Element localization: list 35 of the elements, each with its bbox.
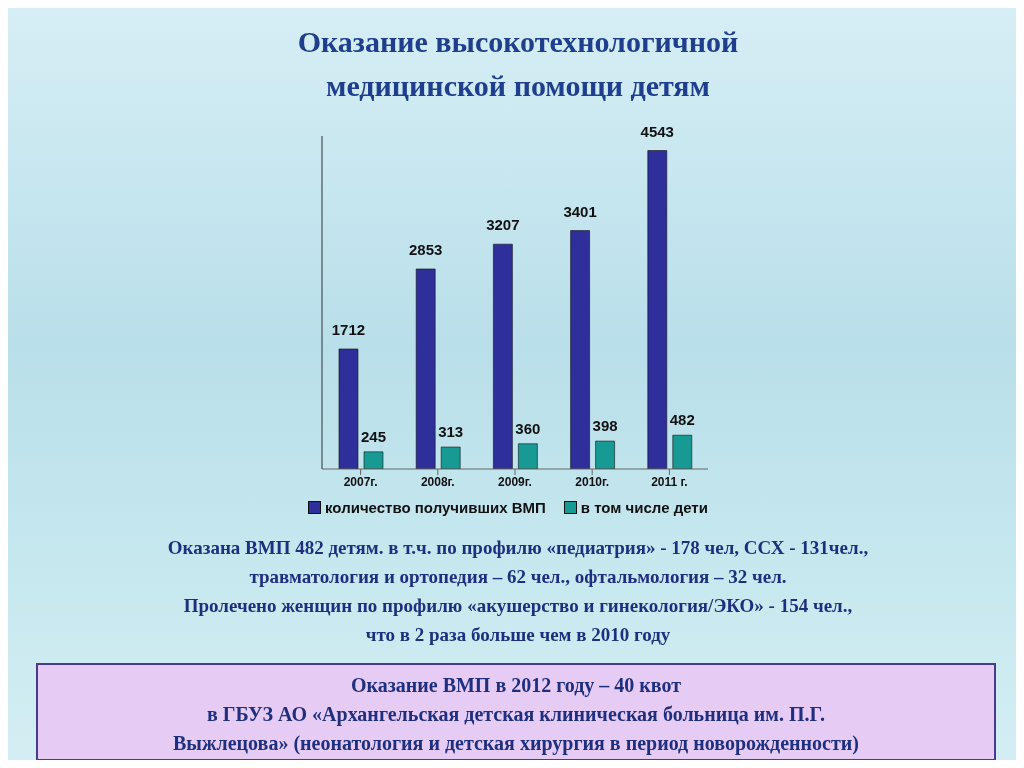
legend-label: количество получивших ВМП — [325, 499, 546, 516]
data-label: 3401 — [563, 202, 597, 220]
text: травматология и ортопедия – 62 чел., офтальмология – 32 чел. — [248, 565, 788, 589]
bar — [415, 268, 436, 469]
data-label: 3207 — [486, 216, 520, 234]
bar — [570, 230, 590, 469]
bar — [338, 348, 359, 469]
text: в ГБУЗ АО «Архангельская детская клиническая больница им. П.Г. — [206, 702, 826, 728]
bar — [518, 443, 538, 469]
data-label: 4543 — [640, 122, 674, 140]
text: что в 2 раза больше чем в 2010 году — [364, 623, 672, 647]
text: Оказание ВМП в 2012 году – 40 квот — [349, 673, 683, 699]
x-tick-label: 2010г. — [575, 474, 610, 489]
x-tick-label: 2008г. — [420, 474, 455, 489]
x-tick-label: 2011 г. — [651, 474, 688, 489]
bar — [493, 243, 513, 469]
bar — [647, 150, 668, 469]
text: Пролечено женщин по профилю «акушерство и гинекология/ЭКО» - 154 чел., — [182, 594, 854, 618]
bar — [440, 446, 461, 469]
chart-title: Оказание высокотехнологичной медицинской помощи детям — [296, 24, 740, 104]
text: Выжлецова» (неонатология и детская хирургия в период новорожденности) — [172, 731, 860, 757]
text: Оказана ВМП 482 детям. в т.ч. по профилю «педиатрия» - 178 чел, ССХ - 131чел., — [166, 536, 870, 560]
data-label: 482 — [669, 411, 695, 429]
x-tick-label: 2009г. — [498, 474, 532, 489]
data-label: 313 — [438, 423, 464, 441]
x-tick-label: 2007г. — [343, 474, 378, 489]
data-label: 398 — [592, 417, 618, 435]
bar — [672, 434, 693, 469]
bar — [595, 440, 615, 469]
data-label: 1712 — [331, 320, 366, 338]
data-label: 2853 — [409, 240, 443, 258]
legend-label: в том числе дети — [580, 499, 708, 516]
data-label: 360 — [515, 419, 541, 437]
bar — [363, 451, 384, 469]
data-label: 245 — [360, 427, 386, 445]
